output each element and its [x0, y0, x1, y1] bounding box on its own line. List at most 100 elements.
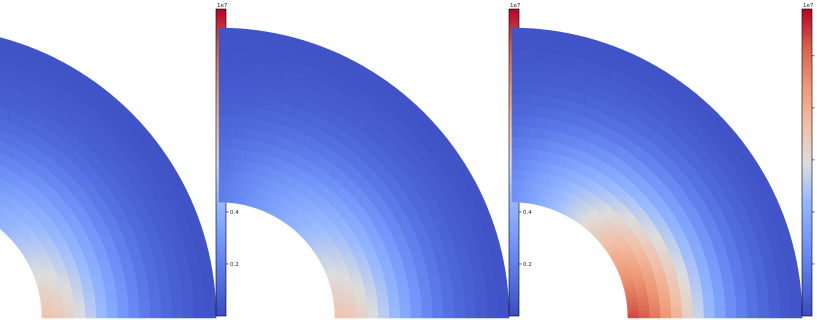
heatmap-cell [486, 308, 499, 319]
heatmap-cell [241, 72, 252, 85]
heatmap-cell [519, 71, 529, 84]
heatmap-cell [239, 93, 249, 107]
heatmap-cell [515, 190, 521, 203]
heatmap-cell [229, 147, 237, 160]
heatmap-cell [790, 308, 803, 319]
heatmap-cell [511, 114, 519, 127]
heatmap-cell [517, 114, 526, 127]
heatmap-cell [421, 310, 434, 319]
heatmap-cell [242, 61, 253, 74]
heatmap-cell [0, 82, 6, 96]
heatmap-cell [768, 308, 781, 319]
heatmap-cell [0, 48, 8, 62]
heatmap-cell [484, 281, 498, 293]
heatmap-cell [255, 30, 267, 43]
heatmap-cell [703, 311, 716, 319]
heatmap-cell [227, 49, 237, 62]
heatmap-cell [63, 312, 75, 319]
heatmap-cell [511, 60, 521, 72]
heatmap-cell [746, 301, 759, 311]
heatmap-cell [170, 292, 184, 303]
heatmap-cell [235, 49, 246, 63]
heatmap-cell [527, 60, 538, 74]
colorbar-tick-label: 0.4 [230, 210, 239, 216]
heatmap-cell [226, 82, 235, 95]
heatmap-cell [475, 300, 488, 310]
heatmap-cell [160, 301, 173, 311]
heatmap-cell [106, 305, 119, 313]
heatmap-cell [378, 312, 390, 319]
heatmap-cell [516, 147, 524, 160]
heatmap-cell [85, 312, 97, 319]
heatmap-cell [0, 214, 4, 223]
heatmap-cell [527, 71, 537, 84]
heatmap-cell [218, 38, 229, 51]
heatmap-cell [518, 103, 527, 116]
heatmap-cell [779, 299, 792, 310]
heatmap-cell [252, 51, 264, 65]
heatmap-cell [0, 59, 5, 73]
heatmap-cell [747, 309, 759, 319]
heatmap-cell [229, 136, 238, 149]
heatmap-cell [485, 290, 498, 301]
heatmap-cell [638, 313, 651, 319]
heatmap-cell [703, 304, 716, 313]
heatmap-cell [149, 294, 162, 304]
heatmap-cell [736, 309, 748, 319]
heatmap-cell [232, 93, 242, 106]
heatmap-cell [399, 311, 412, 319]
heatmap-cell [224, 114, 233, 127]
heatmap-cell [231, 104, 241, 117]
heatmap-cell [497, 308, 510, 319]
heatmap-cell [388, 311, 401, 319]
heatmap-cell [767, 291, 781, 302]
heatmap-cell [106, 311, 119, 319]
colorbar-exponent-label: 1e7 [803, 3, 814, 9]
heatmap-cell [432, 310, 445, 319]
heatmap-cell [525, 93, 535, 106]
heatmap-cell [74, 312, 86, 319]
heatmap-cell [725, 310, 738, 319]
heatmap-cell [442, 294, 455, 304]
heatmap-cell [474, 291, 488, 302]
heatmap-cell [714, 303, 727, 312]
heatmap-cell [218, 71, 228, 83]
heatmap-cell [233, 82, 243, 95]
heatmap-cell [758, 309, 770, 319]
heatmap-cell [218, 136, 226, 149]
heatmap-cell [202, 279, 215, 291]
heatmap-cell [671, 312, 683, 319]
heatmap-cell [497, 298, 510, 310]
heatmap-cell [431, 295, 444, 305]
heatmap-cell [517, 125, 525, 138]
heatmap-cell [534, 72, 545, 85]
heatmap-cell [95, 311, 108, 319]
heatmap-cell [218, 190, 224, 203]
heatmap-cell [171, 300, 184, 311]
heatmap-cell [218, 114, 226, 127]
colorbar [801, 8, 813, 317]
heatmap-cell [453, 293, 466, 303]
heatmap-cell [522, 136, 531, 149]
heatmap-cell [218, 158, 225, 170]
heatmap-cell [139, 302, 151, 312]
heatmap-cell [519, 82, 528, 95]
heatmap-cell [218, 169, 225, 181]
heatmap-cell [520, 49, 530, 62]
heatmap-cell [511, 190, 517, 203]
heatmap-field [511, 27, 803, 319]
heatmap-cell [495, 279, 508, 291]
heatmap-cell [218, 147, 225, 159]
heatmap-cell [735, 302, 748, 311]
heatmap-cell [528, 49, 539, 63]
heatmap-cell [511, 92, 520, 105]
heatmap-cell [714, 310, 727, 319]
heatmap-cell [511, 169, 518, 181]
heatmap-cell [511, 180, 517, 192]
heatmap-cell [182, 300, 195, 310]
heatmap-cell [226, 71, 236, 84]
heatmap-cell [442, 302, 455, 311]
heatmap-cell [236, 39, 247, 52]
heatmap-field [0, 37, 217, 319]
